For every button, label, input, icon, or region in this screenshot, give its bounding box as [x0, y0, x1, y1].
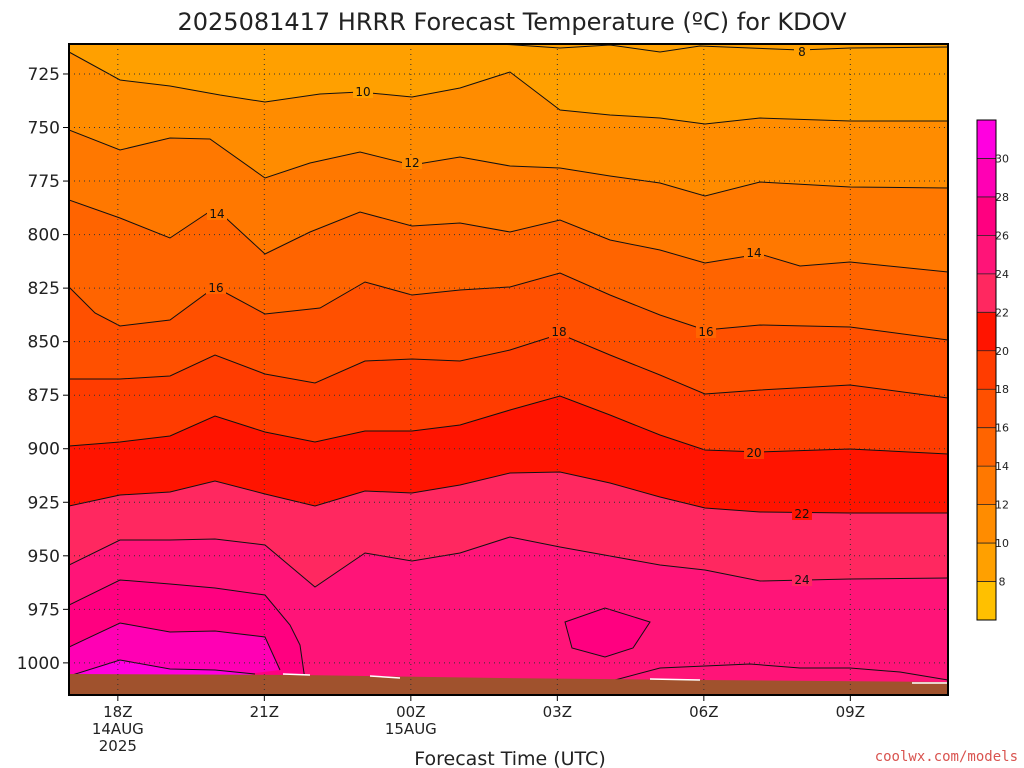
contour-24 — [69, 536, 948, 588]
colorbar-tick-label: 16 — [995, 422, 1009, 435]
colorbar-tick-label: 24 — [995, 268, 1009, 281]
colorbar-swatch — [977, 427, 996, 467]
x-tick-label: 14AUG — [92, 720, 144, 738]
contour-label-22: 22 — [792, 507, 812, 521]
x-tick-label: 18Z — [103, 703, 132, 721]
colorbar-swatch — [977, 543, 996, 582]
y-tick-label: 775 — [28, 172, 60, 192]
contour-label-12: 12 — [402, 156, 422, 170]
contour-label-16-west: 16 — [206, 281, 226, 295]
svg-text:22: 22 — [794, 507, 809, 521]
contour-28 — [69, 622, 281, 671]
colorbar-tick-label: 30 — [995, 152, 1009, 165]
contour-12 — [69, 129, 948, 197]
svg-text:16: 16 — [698, 325, 713, 339]
chart-title: 2025081417 HRRR Forecast Temperature (ºC… — [177, 8, 847, 36]
y-tick-label: 975 — [28, 600, 60, 620]
contour-18 — [69, 333, 948, 399]
contour-20 — [69, 395, 948, 455]
svg-text:8: 8 — [798, 45, 806, 59]
y-tick-label: 725 — [28, 65, 60, 85]
contour-26-east — [614, 663, 948, 681]
x-tick-label: 15AUG — [385, 720, 437, 738]
colorbar-tick-label: 26 — [995, 229, 1009, 242]
contour-26-cell — [564, 607, 651, 658]
grid-lines — [69, 44, 948, 695]
y-tick-label: 850 — [28, 333, 60, 353]
y-tick-label: 1000 — [17, 654, 60, 674]
contour-label-20: 20 — [744, 446, 764, 460]
y-tick-label: 750 — [28, 119, 60, 139]
x-tick-label: 21Z — [250, 703, 279, 721]
colorbar-swatch — [977, 196, 996, 236]
colorbar-swatch — [977, 504, 996, 544]
svg-text:24: 24 — [794, 573, 809, 587]
contour-label-14-east: 14 — [744, 246, 764, 260]
colorbar-swatch — [977, 120, 996, 159]
colorbar: 8 10 12 14 16 18 20 22 24 26 28 30 — [976, 119, 1009, 621]
x-tick-label: 00Z — [396, 703, 425, 721]
contour-labels: 8 10 12 14 14 16 16 18 20 22 24 — [206, 45, 812, 587]
surface-ground — [69, 674, 948, 695]
y-tick-label: 925 — [28, 493, 60, 513]
svg-text:18: 18 — [551, 325, 566, 339]
svg-text:14: 14 — [209, 207, 224, 221]
contour-22 — [69, 471, 948, 514]
colorbar-tick-label: 28 — [995, 191, 1009, 204]
x-tick-label: 09Z — [836, 703, 865, 721]
contour-label-16-east: 16 — [696, 325, 716, 339]
colorbar-frame — [976, 119, 997, 621]
colorbar-tick-label: 20 — [995, 345, 1009, 358]
contour-label-24: 24 — [792, 573, 812, 587]
colorbar-swatch — [977, 235, 996, 274]
x-tick-label: 06Z — [689, 703, 718, 721]
colorbar-tick-label: 10 — [995, 537, 1009, 550]
colorbar-tick-label: 14 — [995, 460, 1009, 473]
y-tick-label: 800 — [28, 226, 60, 246]
plot-area — [69, 44, 948, 695]
svg-text:10: 10 — [355, 85, 370, 99]
y-tick-label: 825 — [28, 279, 60, 299]
contour-26 — [69, 579, 306, 681]
contour-label-18: 18 — [549, 325, 569, 339]
y-tick-label: 875 — [28, 386, 60, 406]
colorbar-swatch — [977, 350, 996, 390]
colorbar-swatch — [977, 273, 996, 313]
surface-edge-highlight — [282, 673, 948, 684]
svg-text:20: 20 — [746, 446, 761, 460]
colorbar-tick-label: 18 — [995, 383, 1009, 396]
contour-10 — [69, 51, 948, 125]
x-tick-label: 2025 — [99, 737, 137, 755]
x-axis-label: Forecast Time (UTC) — [414, 748, 605, 768]
colorbar-swatch — [977, 389, 996, 428]
contour-label-10: 10 — [353, 85, 373, 99]
y-tick-label: 900 — [28, 440, 60, 460]
colorbar-swatch — [977, 581, 996, 620]
colorbar-tick-label: 12 — [995, 499, 1009, 512]
colorbar-swatch — [977, 158, 996, 197]
colorbar-swatch — [977, 312, 996, 351]
contour-8 — [499, 44, 948, 53]
colorbar-tick-label: 8 — [999, 576, 1006, 589]
svg-text:12: 12 — [404, 156, 419, 170]
band-8-10 — [69, 44, 948, 50]
svg-text:16: 16 — [208, 281, 223, 295]
colorbar-tick-label: 22 — [995, 306, 1009, 319]
plot-frame — [68, 43, 949, 696]
colorbar-swatch — [977, 466, 996, 505]
contour-lines — [69, 44, 948, 681]
y-tick-label: 950 — [28, 547, 60, 567]
contour-label-8: 8 — [794, 45, 810, 59]
warm-cell-east — [565, 608, 650, 657]
x-tick-label: 03Z — [543, 703, 572, 721]
y-axis: 725 750 775 800 825 850 875 900 925 950 975 1000 — [17, 65, 69, 674]
svg-text:14: 14 — [746, 246, 761, 260]
contour-label-14-west: 14 — [207, 207, 227, 221]
contour-30 — [69, 659, 256, 677]
credit-text: coolwx.com/models — [875, 749, 1018, 765]
